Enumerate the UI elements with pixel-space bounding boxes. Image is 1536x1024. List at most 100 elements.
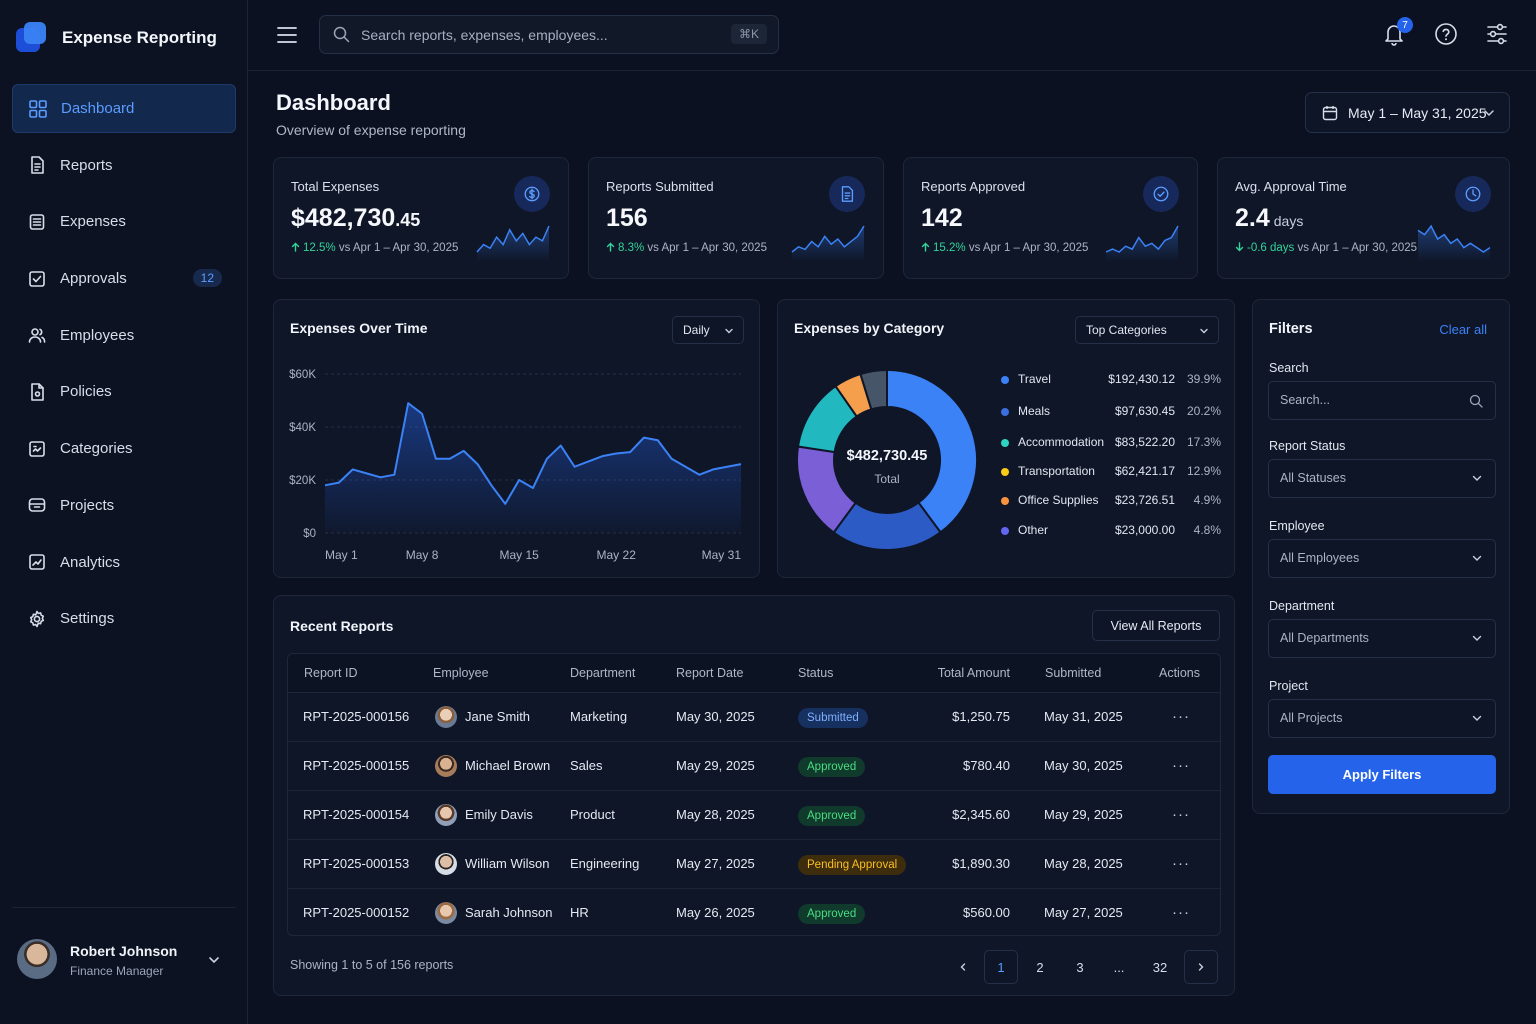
report-id[interactable]: RPT-2025-000156: [303, 709, 410, 724]
data-point[interactable]: [420, 412, 424, 416]
data-point[interactable]: [573, 465, 577, 469]
global-search-input[interactable]: Search reports, expenses, employees... ⌘…: [319, 15, 779, 54]
project-filter-select[interactable]: All Projects: [1268, 699, 1496, 738]
period-select[interactable]: Daily: [672, 316, 744, 344]
sidebar-item-employees[interactable]: Employees: [12, 311, 236, 360]
data-point[interactable]: [323, 483, 327, 487]
sidebar-item-analytics[interactable]: Analytics: [12, 538, 236, 587]
department-filter-select[interactable]: All Departments: [1268, 619, 1496, 658]
status-filter-select[interactable]: All Statuses: [1268, 459, 1496, 498]
report-id[interactable]: RPT-2025-000154: [303, 807, 410, 822]
page-button-1[interactable]: 1: [984, 950, 1018, 984]
data-point[interactable]: [448, 457, 452, 461]
sidebar-item-dashboard[interactable]: Dashboard: [12, 84, 236, 133]
data-point[interactable]: [628, 450, 632, 454]
legend-item[interactable]: Meals $97,630.45 20.2%: [1001, 404, 1221, 420]
table-row[interactable]: RPT-2025-000152 Sarah Johnson HR May 26,…: [288, 889, 1220, 935]
column-header[interactable]: Status: [798, 666, 834, 680]
data-point[interactable]: [614, 452, 618, 456]
data-point[interactable]: [406, 401, 410, 405]
data-point[interactable]: [697, 473, 701, 477]
apply-filters-button[interactable]: Apply Filters: [1268, 755, 1496, 794]
table-row[interactable]: RPT-2025-000155 Michael Brown Sales May …: [288, 742, 1220, 791]
data-point[interactable]: [642, 436, 646, 440]
sidebar-item-expenses[interactable]: Expenses: [12, 197, 236, 246]
help-icon[interactable]: [1434, 22, 1458, 46]
data-point[interactable]: [337, 481, 341, 485]
legend-item[interactable]: Office Supplies $23,726.51 4.9%: [1001, 493, 1221, 509]
kpi-card-total-expenses[interactable]: Total Expenses $482,730.45 12.5% vs Apr …: [273, 157, 569, 279]
column-header[interactable]: Report ID: [304, 666, 358, 680]
data-point[interactable]: [392, 473, 396, 477]
donut-slice-travel[interactable]: [886, 368, 978, 534]
data-point[interactable]: [489, 483, 493, 487]
legend-item[interactable]: Travel $192,430.12 39.9%: [1001, 372, 1221, 388]
clear-filters-link[interactable]: Clear all: [1439, 322, 1487, 337]
more-actions-icon[interactable]: ···: [1172, 708, 1190, 725]
table-row[interactable]: RPT-2025-000153 William Wilson Engineeri…: [288, 840, 1220, 889]
page-button-32[interactable]: 32: [1152, 959, 1168, 975]
page-button-2[interactable]: 2: [1036, 959, 1044, 975]
data-point[interactable]: [351, 467, 355, 471]
report-id[interactable]: RPT-2025-000153: [303, 856, 410, 871]
data-point[interactable]: [531, 486, 535, 490]
view-all-reports-button[interactable]: View All Reports: [1092, 610, 1220, 641]
sidebar-item-approvals[interactable]: Approvals 12: [12, 254, 236, 303]
next-page-button[interactable]: [1184, 950, 1218, 984]
prev-page-button[interactable]: [946, 950, 980, 984]
chevron-down-icon[interactable]: [208, 954, 220, 966]
legend-item[interactable]: Transportation $62,421.17 12.9%: [1001, 464, 1221, 480]
data-point[interactable]: [517, 478, 521, 482]
sidebar-item-policies[interactable]: Policies: [12, 367, 236, 416]
kpi-card-reports-approved[interactable]: Reports Approved 142 15.2% vs Apr 1 – Ap…: [903, 157, 1198, 279]
legend-item[interactable]: Other $23,000.00 4.8%: [1001, 523, 1221, 539]
data-point[interactable]: [476, 462, 480, 466]
data-point[interactable]: [670, 457, 674, 461]
user-profile[interactable]: Robert Johnson Finance Manager: [12, 907, 236, 1024]
kpi-card-avg-approval-time[interactable]: Avg. Approval Time 2.4 days -0.6 days vs …: [1217, 157, 1510, 279]
notifications-button[interactable]: 7: [1383, 17, 1413, 46]
donut-slice-other[interactable]: [859, 368, 888, 411]
data-point[interactable]: [545, 457, 549, 461]
report-id[interactable]: RPT-2025-000155: [303, 758, 410, 773]
data-point[interactable]: [711, 467, 715, 471]
data-point[interactable]: [725, 465, 729, 469]
report-id[interactable]: RPT-2025-000152: [303, 905, 410, 920]
sidebar-item-reports[interactable]: Reports: [12, 141, 236, 190]
data-point[interactable]: [684, 465, 688, 469]
table-row[interactable]: RPT-2025-000154 Emily Davis Product May …: [288, 791, 1220, 840]
data-point[interactable]: [600, 454, 604, 458]
employee-filter-select[interactable]: All Employees: [1268, 539, 1496, 578]
data-point[interactable]: [586, 459, 590, 463]
filter-search-input[interactable]: Search...: [1268, 381, 1496, 420]
column-header[interactable]: Total Amount: [937, 666, 1010, 680]
column-header[interactable]: Report Date: [676, 666, 744, 680]
category-filter-select[interactable]: Top Categories: [1075, 316, 1219, 344]
table-row[interactable]: RPT-2025-000156 Jane Smith Marketing May…: [288, 693, 1220, 742]
page-button-3[interactable]: 3: [1076, 959, 1084, 975]
more-actions-icon[interactable]: ···: [1172, 757, 1190, 774]
sidebar-item-projects[interactable]: Projects: [12, 481, 236, 530]
more-actions-icon[interactable]: ···: [1172, 806, 1190, 823]
brand[interactable]: Expense Reporting: [16, 22, 217, 54]
data-point[interactable]: [365, 471, 369, 475]
data-point[interactable]: [434, 457, 438, 461]
data-point[interactable]: [503, 502, 507, 506]
data-point[interactable]: [378, 475, 382, 479]
legend-item[interactable]: Accommodation $83,522.20 17.3%: [1001, 435, 1221, 451]
data-point[interactable]: [656, 438, 660, 442]
column-header[interactable]: Submitted: [1045, 666, 1102, 680]
data-point[interactable]: [559, 444, 563, 448]
more-actions-icon[interactable]: ···: [1172, 855, 1190, 872]
sidebar-item-categories[interactable]: Categories: [12, 424, 236, 473]
more-actions-icon[interactable]: ···: [1172, 904, 1190, 921]
sidebar-item-settings[interactable]: Settings: [12, 594, 236, 643]
kpi-card-reports-submitted[interactable]: Reports Submitted 156 8.3% vs Apr 1 – Ap…: [588, 157, 884, 279]
column-header[interactable]: Employee: [433, 666, 489, 680]
date-range-picker[interactable]: May 1 – May 31, 2025: [1305, 92, 1510, 133]
column-header[interactable]: Actions: [1159, 666, 1200, 680]
settings-sliders-icon[interactable]: [1486, 22, 1508, 46]
column-header[interactable]: Department: [570, 666, 636, 680]
data-point[interactable]: [462, 449, 466, 453]
menu-icon[interactable]: [276, 24, 298, 46]
